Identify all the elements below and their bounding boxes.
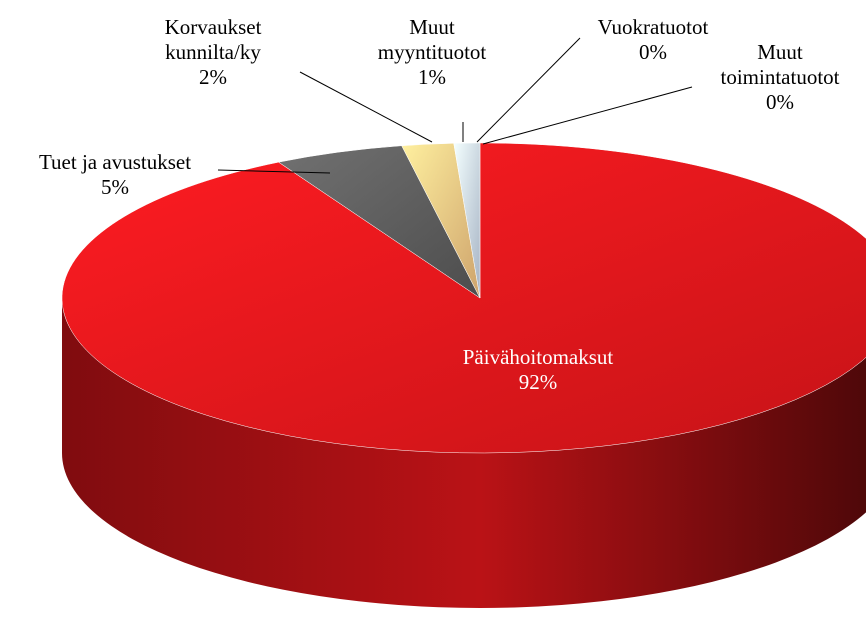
slice-name: Muut myyntituotot: [377, 15, 487, 64]
slice: [61, 142, 866, 454]
slice-value: 5%: [101, 175, 129, 199]
slice-label: Korvaukset kunnilta/ky 2%: [143, 15, 283, 90]
leader-line: [299, 71, 433, 143]
slice-value: 92%: [518, 370, 558, 394]
slice-value: 2%: [199, 65, 227, 89]
slice-label: Tuet ja avustukset 5%: [0, 150, 230, 200]
slice-name: Korvaukset kunnilta/ky: [164, 15, 262, 64]
slice-name: Tuet ja avustukset: [38, 150, 192, 174]
slice-value: 0%: [766, 90, 794, 114]
leader-line: [476, 37, 581, 143]
slice-label: Muut toimintatuotot 0%: [710, 40, 850, 115]
slice-value: 0%: [639, 40, 667, 64]
slice-label: Muut myyntituotot 1%: [367, 15, 497, 90]
slice-name: Päivähoitomaksut: [462, 345, 614, 369]
slice-label: Vuokratuotot 0%: [583, 15, 723, 65]
slice-value: 1%: [418, 65, 446, 89]
leader-line: [482, 86, 693, 145]
slice-label: Päivähoitomaksut 92%: [408, 345, 668, 395]
slice: [453, 142, 481, 299]
slice-name: Muut toimintatuotot: [720, 40, 840, 89]
leader-line: [217, 169, 331, 174]
slice-name: Vuokratuotot: [597, 15, 709, 39]
